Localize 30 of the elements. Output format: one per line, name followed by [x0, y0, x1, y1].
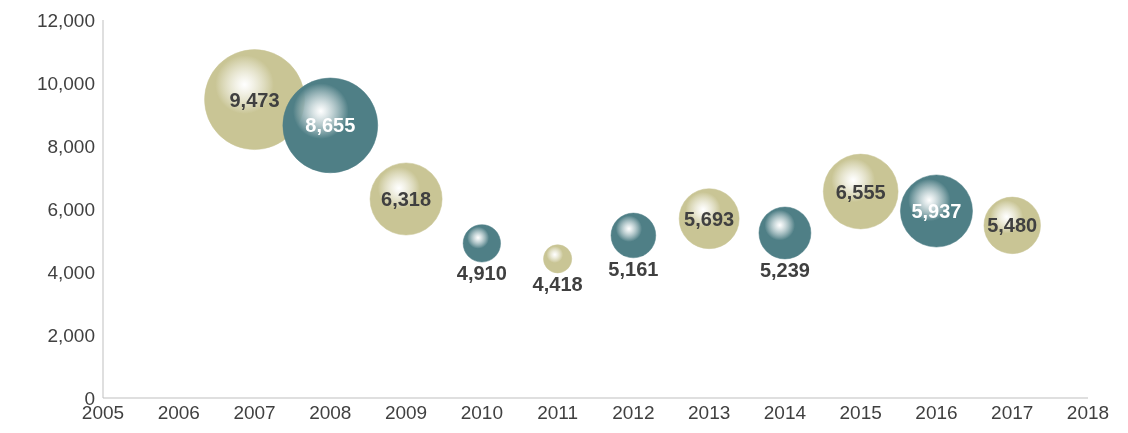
x-tick-label: 2013 — [688, 402, 731, 424]
data-label: 6,318 — [381, 187, 432, 210]
y-tick-label: 10,000 — [36, 72, 95, 94]
y-tick-label: 2,000 — [47, 324, 95, 346]
x-tick-label: 2011 — [537, 402, 579, 424]
y-tick-label: 12,000 — [36, 9, 95, 31]
y-tick-label: 4,000 — [47, 261, 95, 283]
data-label: 4,418 — [532, 272, 583, 295]
data-label: 6,555 — [835, 180, 886, 203]
x-tick-label: 2012 — [612, 402, 655, 424]
x-tick-label: 2010 — [460, 402, 503, 424]
data-label: 4,910 — [456, 262, 507, 285]
data-label: 5,937 — [911, 199, 962, 222]
x-tick-label: 2015 — [839, 402, 882, 424]
x-tick-label: 2006 — [157, 402, 200, 424]
x-tick-label: 2014 — [763, 402, 807, 424]
x-tick-label: 2008 — [309, 402, 352, 424]
x-tick-label: 2016 — [915, 402, 958, 424]
x-tick-label: 2017 — [991, 402, 1034, 424]
data-label: 8,655 — [305, 114, 356, 137]
data-label: 5,161 — [608, 257, 659, 280]
y-tick-label: 6,000 — [47, 198, 95, 220]
y-tick-label: 8,000 — [47, 135, 95, 157]
data-label: 9,473 — [229, 88, 280, 111]
data-label: 5,480 — [987, 214, 1038, 237]
x-tick-label: 2018 — [1066, 402, 1110, 424]
data-label: 5,239 — [759, 258, 810, 281]
data-label: 5,693 — [684, 207, 735, 230]
x-tick-label: 2007 — [233, 402, 276, 424]
x-tick-label: 2009 — [384, 402, 428, 424]
